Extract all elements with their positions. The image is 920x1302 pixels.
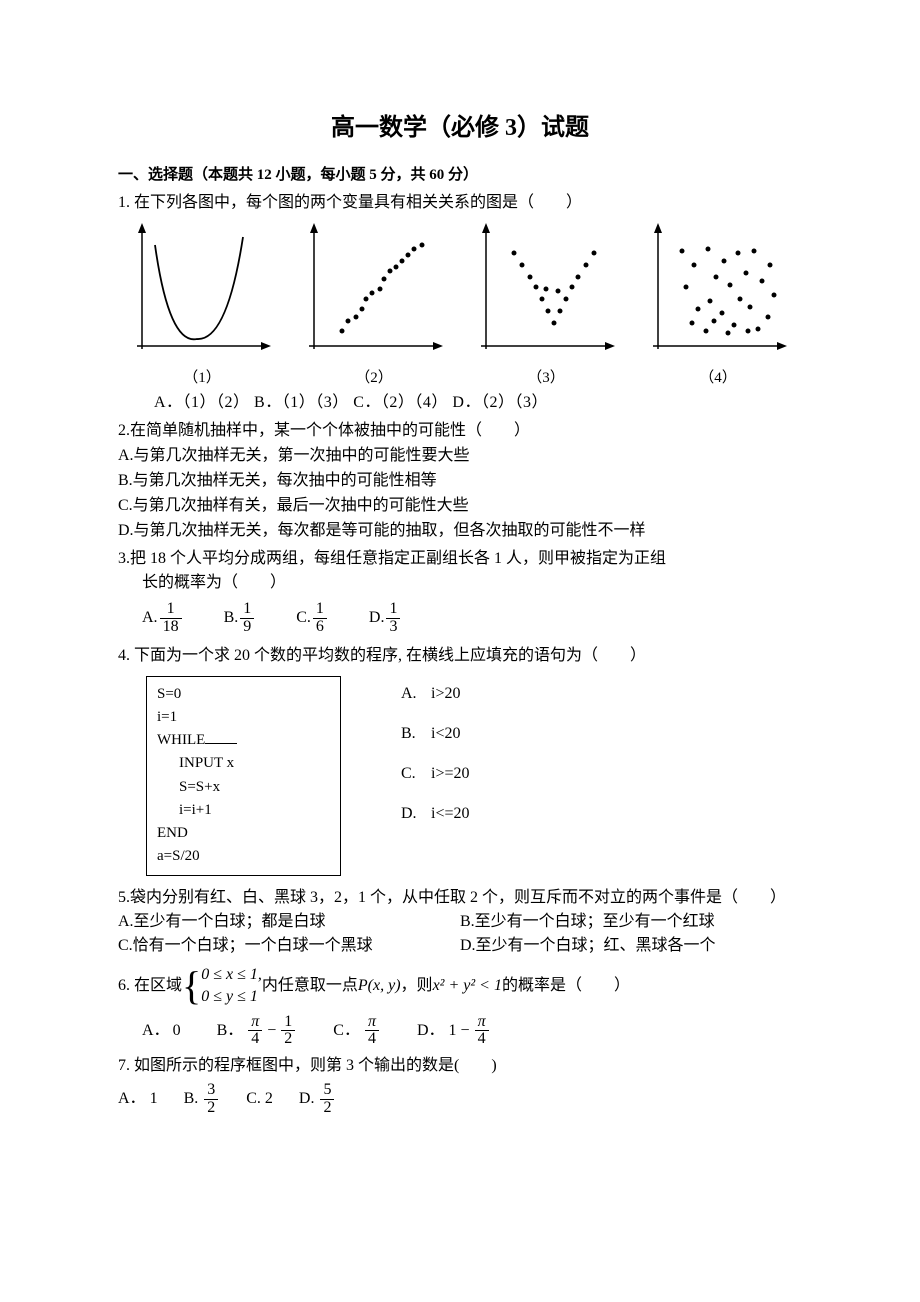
q2-text: 2.在简单随机抽样中，某一个个体被抽中的可能性（ ） <box>118 419 802 443</box>
graph-1: （1） <box>118 221 286 390</box>
question-2: 2.在简单随机抽样中，某一个个体被抽中的可能性（ ） A.与第几次抽样无关，第一… <box>118 419 802 543</box>
q5-opt-d: D.至少有一个白球；红、黑球各一个 <box>460 934 802 958</box>
q7-text: 7. 如图所示的程序框图中，则第 3 个输出的数是( ) <box>118 1054 802 1078</box>
question-6: 6. 在区域 { 0 ≤ x ≤ 1, 0 ≤ y ≤ 1 内任意取一点 P(x… <box>118 964 802 1049</box>
q1-text: 1. 在下列各图中，每个图的两个变量具有相关关系的图是（ ） <box>118 191 802 215</box>
graph-parabola <box>127 221 277 357</box>
q6-opt-d: D． 1 − π4 <box>417 1014 491 1049</box>
q2-opt-b: B.与第几次抽样无关，每次抽中的可能性相等 <box>118 469 802 493</box>
q6-mid: 内任意取一点 <box>262 974 358 998</box>
question-1: 1. 在下列各图中，每个图的两个变量具有相关关系的图是（ ） （1） （2） <box>118 191 802 416</box>
section-heading: 一、选择题（本题共 12 小题，每小题 5 分，共 60 分） <box>118 164 802 187</box>
caption-3: （3） <box>462 367 630 390</box>
q3-opt-c: C.16 <box>296 601 329 636</box>
q6-cond: x² + y² < 1 <box>433 974 502 998</box>
q7-options: A．1 B. 32 C.2 D. 52 <box>118 1082 802 1117</box>
graph-scatter-random <box>643 221 793 357</box>
caption-2: （2） <box>290 367 458 390</box>
code-l3: WHILE <box>157 729 330 752</box>
q4-opt-b: B. i<20 <box>401 722 470 746</box>
q6-opt-b: B． π4 − 12 <box>217 1014 298 1049</box>
q4-options: A. i>20 B. i<20 C. i>=20 D. i<=20 <box>401 676 470 842</box>
graph-3: （3） <box>462 221 630 390</box>
q6-post: 的概率是（ ） <box>502 974 630 998</box>
code-l6: i=i+1 <box>157 799 330 822</box>
q6-region: 0 ≤ x ≤ 1, 0 ≤ y ≤ 1 <box>201 964 262 1008</box>
q2-opt-d: D.与第几次抽样无关，每次都是等可能的抽取，但各次抽取的可能性不一样 <box>118 519 802 543</box>
q4-opt-d: D. i<=20 <box>401 802 470 826</box>
q1-options: A．（1）（2） B．（1）（3） C．（2）（4） D．（2）（3） <box>118 391 802 415</box>
code-l2: i=1 <box>157 706 330 729</box>
caption-4: （4） <box>634 367 802 390</box>
q6-options: A．0 B． π4 − 12 C． π4 D． 1 − π4 <box>118 1014 802 1049</box>
code-l1: S=0 <box>157 683 330 706</box>
question-4: 4. 下面为一个求 20 个数的平均数的程序, 在横线上应填充的语句为（ ） S… <box>118 644 802 876</box>
q7-opt-a: A．1 <box>118 1087 158 1111</box>
q5-text: 5.袋内分别有红、白、黑球 3，2，1 个，从中任取 2 个，则互斥而不对立的两… <box>118 886 802 910</box>
graph-scatter-up <box>299 221 449 357</box>
q6-opt-c: C． π4 <box>333 1014 381 1049</box>
q2-opt-a: A.与第几次抽样无关，第一次抽中的可能性要大些 <box>118 444 802 468</box>
q6-mid2: ，则 <box>401 974 433 998</box>
graph-4: （4） <box>634 221 802 390</box>
q4-opt-a: A. i>20 <box>401 682 470 706</box>
q6-pxy: P(x, y) <box>358 974 401 998</box>
q1-graphs: （1） （2） （3） <box>118 221 802 390</box>
q3-opt-a: A.118 <box>142 601 184 636</box>
q5-opt-a: A.至少有一个白球；都是白球 <box>118 910 460 934</box>
q2-opt-c: C.与第几次抽样有关，最后一次抽中的可能性大些 <box>118 494 802 518</box>
q3-opt-b: B.19 <box>224 601 257 636</box>
question-3: 3.把 18 个人平均分成两组，每组任意指定正副组长各 1 人，则甲被指定为正组… <box>118 547 802 636</box>
q5-opt-b: B.至少有一个白球；至少有一个红球 <box>460 910 802 934</box>
code-l5: S=S+x <box>157 776 330 799</box>
question-5: 5.袋内分别有红、白、黑球 3，2，1 个，从中任取 2 个，则互斥而不对立的两… <box>118 886 802 958</box>
q3-text-2: 长的概率为（ ） <box>118 571 802 595</box>
code-box: S=0 i=1 WHILE INPUT x S=S+x i=i+1 END a=… <box>146 676 341 876</box>
q3-options: A.118 B.19 C.16 D.13 <box>118 601 802 636</box>
q7-opt-c: C.2 <box>246 1087 273 1111</box>
q5-opt-c: C.恰有一个白球；一个白球一个黑球 <box>118 934 460 958</box>
graph-scatter-v <box>471 221 621 357</box>
code-blank <box>205 730 237 744</box>
q7-opt-d: D. 52 <box>299 1082 337 1117</box>
code-l8: a=S/20 <box>157 845 330 868</box>
q6-opt-a: A．0 <box>142 1019 181 1043</box>
q7-opt-b: B. 32 <box>184 1082 221 1117</box>
q3-opt-d: D.13 <box>369 601 403 636</box>
q4-opt-c: C. i>=20 <box>401 762 470 786</box>
question-7: 7. 如图所示的程序框图中，则第 3 个输出的数是( ) A．1 B. 32 C… <box>118 1054 802 1117</box>
graph-2: （2） <box>290 221 458 390</box>
q3-text-1: 3.把 18 个人平均分成两组，每组任意指定正副组长各 1 人，则甲被指定为正组 <box>118 547 802 571</box>
code-l4: INPUT x <box>157 752 330 775</box>
page-title: 高一数学（必修 3）试题 <box>118 110 802 146</box>
code-l7: END <box>157 822 330 845</box>
q6-pre: 6. 在区域 <box>118 974 182 998</box>
q4-text: 4. 下面为一个求 20 个数的平均数的程序, 在横线上应填充的语句为（ ） <box>118 644 802 668</box>
caption-1: （1） <box>118 367 286 390</box>
